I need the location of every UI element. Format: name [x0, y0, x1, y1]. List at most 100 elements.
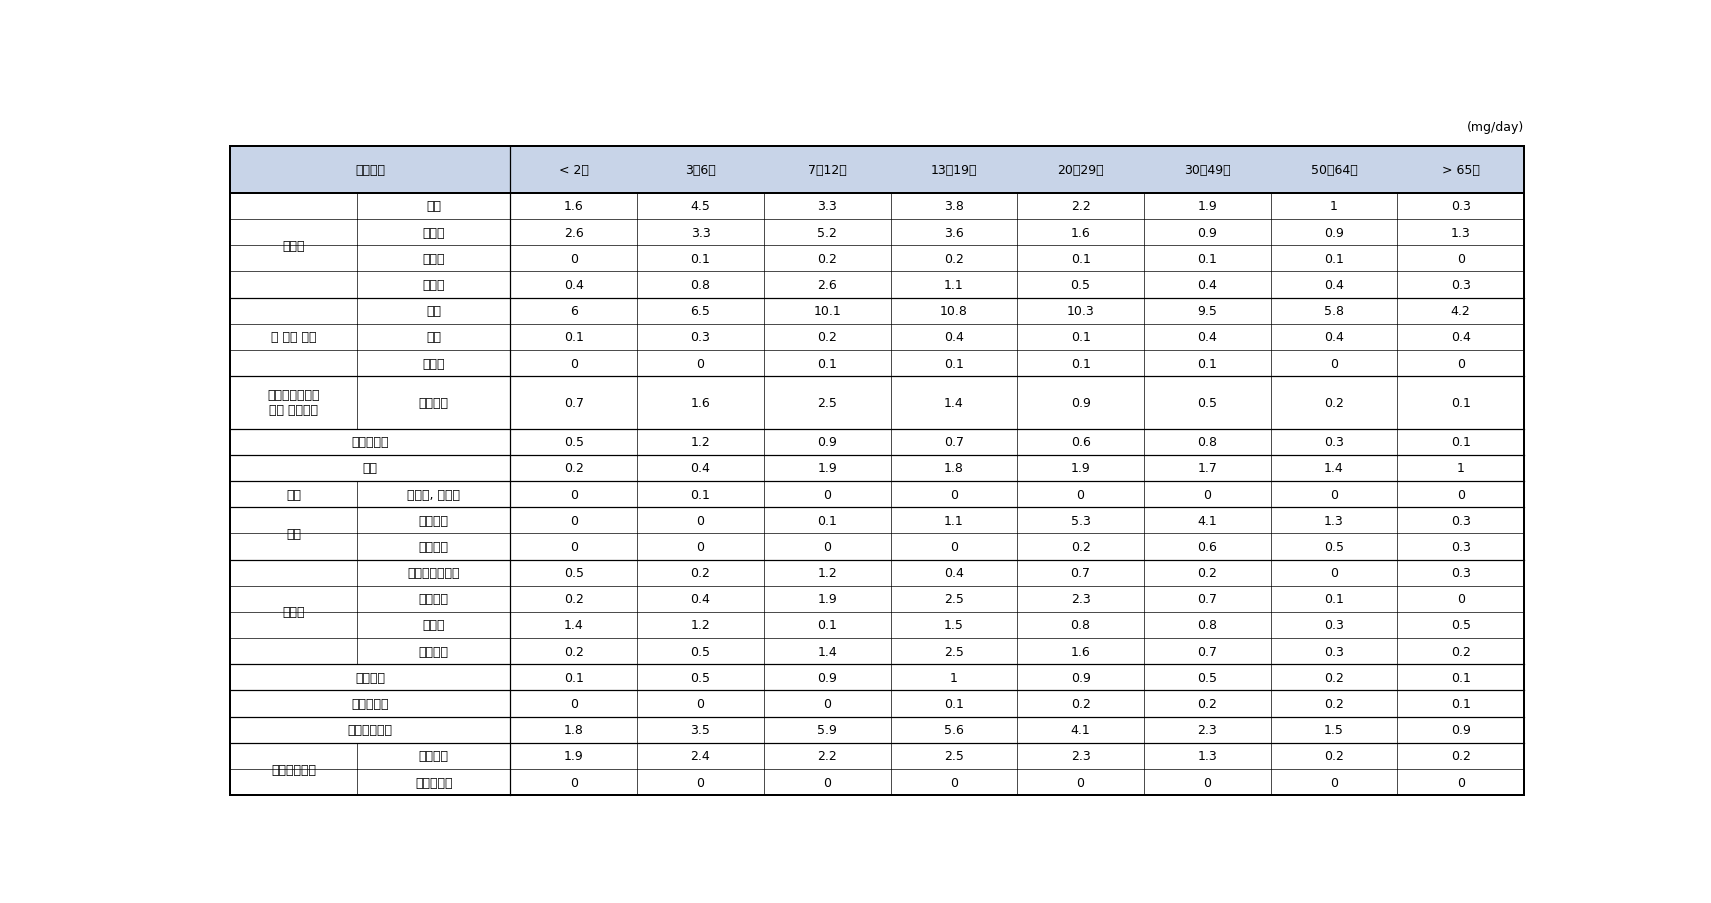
- Text: 0.2: 0.2: [691, 566, 710, 580]
- Text: 4.5: 4.5: [691, 200, 710, 213]
- Text: 3.5: 3.5: [691, 723, 710, 737]
- Bar: [229, 350, 1525, 377]
- Text: 0: 0: [950, 776, 958, 788]
- Bar: [229, 612, 1525, 638]
- Text: 0: 0: [1329, 776, 1338, 788]
- Text: 1.3: 1.3: [1451, 227, 1470, 239]
- Text: 1.9: 1.9: [1071, 461, 1090, 475]
- Text: 0: 0: [570, 253, 578, 265]
- Text: 빵 또는 류류: 빵 또는 류류: [270, 331, 317, 344]
- Text: 1.6: 1.6: [1071, 227, 1090, 239]
- Text: 0.7: 0.7: [944, 435, 963, 449]
- Text: 0.1: 0.1: [565, 671, 583, 684]
- Text: 0.2: 0.2: [1324, 749, 1343, 762]
- Text: 다류: 다류: [286, 488, 301, 501]
- Text: 0.3: 0.3: [1324, 435, 1343, 449]
- Text: 0.1: 0.1: [818, 619, 837, 632]
- Bar: [229, 743, 1525, 769]
- Text: 1.2: 1.2: [818, 566, 837, 580]
- Bar: [229, 377, 1525, 429]
- Text: 0.3: 0.3: [1451, 200, 1470, 213]
- Text: 0: 0: [823, 697, 832, 711]
- Text: 1: 1: [950, 671, 958, 684]
- Text: 0.4: 0.4: [1324, 331, 1343, 344]
- Text: 1.2: 1.2: [691, 435, 710, 449]
- Text: 과일채소류음료: 과일채소류음료: [407, 566, 460, 580]
- Text: 20～29세: 20～29세: [1057, 163, 1104, 177]
- Text: 0.1: 0.1: [1071, 253, 1090, 265]
- Text: 5.8: 5.8: [1324, 305, 1343, 318]
- Text: 0.9: 0.9: [1324, 227, 1343, 239]
- Text: 조제커피: 조제커피: [419, 540, 448, 554]
- Text: 추잇긴: 추잇긴: [423, 227, 445, 239]
- Text: 0: 0: [570, 697, 578, 711]
- Text: 0: 0: [823, 776, 832, 788]
- Bar: [1018, 146, 1145, 193]
- Text: 0.3: 0.3: [1451, 514, 1470, 527]
- Text: 0.3: 0.3: [1451, 540, 1470, 554]
- Text: 면류: 면류: [363, 461, 378, 475]
- Text: 뗁류: 뗁류: [426, 331, 441, 344]
- Text: 0.2: 0.2: [565, 645, 583, 658]
- Text: 0.1: 0.1: [691, 488, 710, 501]
- Text: 0: 0: [570, 358, 578, 370]
- Text: 1.7: 1.7: [1198, 461, 1217, 475]
- Text: 0.2: 0.2: [565, 461, 583, 475]
- Text: 13～19세: 13～19세: [931, 163, 977, 177]
- Text: > 65세: > 65세: [1442, 163, 1480, 177]
- Bar: [763, 146, 890, 193]
- Text: 빵류: 빵류: [426, 305, 441, 318]
- Text: 5.6: 5.6: [944, 723, 963, 737]
- Bar: [229, 298, 1525, 324]
- Text: 0.8: 0.8: [1198, 435, 1217, 449]
- Bar: [510, 146, 636, 193]
- Text: 유가공품: 유가공품: [419, 749, 448, 762]
- Text: 0.5: 0.5: [1198, 396, 1217, 409]
- Text: 0.3: 0.3: [1324, 645, 1343, 658]
- Text: 0.4: 0.4: [1451, 331, 1470, 344]
- Text: 0: 0: [950, 488, 958, 501]
- Text: 3.3: 3.3: [818, 200, 837, 213]
- Text: 0.1: 0.1: [1071, 358, 1090, 370]
- Text: 1.9: 1.9: [818, 592, 837, 606]
- Text: 1.3: 1.3: [1324, 514, 1343, 527]
- Bar: [229, 507, 1525, 534]
- Bar: [229, 481, 1525, 507]
- Text: 0.8: 0.8: [691, 279, 710, 292]
- Bar: [229, 717, 1525, 743]
- Text: 0: 0: [823, 488, 832, 501]
- Text: 0.1: 0.1: [1451, 435, 1470, 449]
- Text: 액상커피: 액상커피: [419, 514, 448, 527]
- Text: 2.5: 2.5: [818, 396, 837, 409]
- Text: 30～49세: 30～49세: [1184, 163, 1230, 177]
- Text: 0.1: 0.1: [1324, 253, 1343, 265]
- Text: 0.1: 0.1: [691, 253, 710, 265]
- Text: 초콜릿류: 초콜릿류: [419, 396, 448, 409]
- Text: 1.4: 1.4: [944, 396, 963, 409]
- Bar: [229, 638, 1525, 665]
- Text: 0: 0: [696, 514, 705, 527]
- Text: 0: 0: [1329, 358, 1338, 370]
- Text: 0: 0: [570, 540, 578, 554]
- Text: 0.1: 0.1: [818, 358, 837, 370]
- Text: 4.1: 4.1: [1071, 723, 1090, 737]
- Text: 코코아가공품류
또는 초콜릿류: 코코아가공품류 또는 초콜릿류: [267, 389, 320, 417]
- Text: 1.4: 1.4: [565, 619, 583, 632]
- Text: 1.5: 1.5: [1324, 723, 1343, 737]
- Text: 0.9: 0.9: [1071, 396, 1090, 409]
- Text: 1.1: 1.1: [944, 279, 963, 292]
- Text: 0: 0: [696, 776, 705, 788]
- Bar: [229, 429, 1525, 455]
- Text: 과자: 과자: [426, 200, 441, 213]
- Text: 0.9: 0.9: [818, 671, 837, 684]
- Text: 0.1: 0.1: [1071, 331, 1090, 344]
- Text: 0.4: 0.4: [691, 461, 710, 475]
- Text: 0.1: 0.1: [944, 697, 963, 711]
- Text: 1.9: 1.9: [1198, 200, 1217, 213]
- Text: 3.3: 3.3: [691, 227, 710, 239]
- Text: 0.9: 0.9: [818, 435, 837, 449]
- Text: 0.2: 0.2: [1071, 540, 1090, 554]
- Bar: [1398, 146, 1525, 193]
- Text: 0: 0: [1456, 592, 1465, 606]
- Text: 0.7: 0.7: [1198, 592, 1217, 606]
